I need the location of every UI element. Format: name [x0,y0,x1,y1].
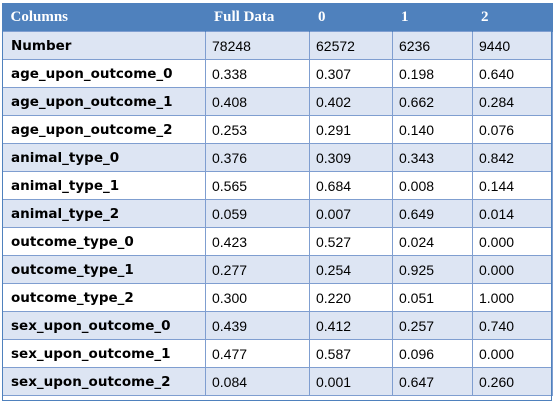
table-row: sex_upon_outcome_2 0.084 0.001 0.647 0.260 [2,367,553,396]
table-body: Number 78248 62572 6236 9440 age_upon_outcome… [2,31,553,396]
table-row: animal_type_0 0.376 0.309 0.343 0.842 [2,143,553,172]
value-cell-cluster-1: 0.257 [392,311,473,340]
table-header: Columns Full Data 0 1 2 [2,3,553,32]
value-cell-cluster-2: 0.740 [472,311,553,340]
value-cell-cluster-0: 0.291 [309,115,393,144]
value-cell-cluster-2: 0.260 [472,367,553,396]
table-row: sex_upon_outcome_0 0.439 0.412 0.257 0.740 [2,311,553,340]
value-cell-cluster-2: 0.014 [472,199,553,228]
value-cell-full-data: 0.253 [205,115,310,144]
value-cell-full-data: 0.477 [205,339,310,368]
value-cell-cluster-1: 0.649 [392,199,473,228]
value-cell-full-data: 0.565 [205,171,310,200]
value-cell-cluster-1: 0.008 [392,171,473,200]
table-row: age_upon_outcome_0 0.338 0.307 0.198 0.640 [2,59,553,88]
value-cell-full-data: 0.277 [205,255,310,284]
table-row: sex_upon_outcome_1 0.477 0.587 0.096 0.000 [2,339,553,368]
value-cell-cluster-1: 0.925 [392,255,473,284]
value-cell-cluster-1: 0.096 [392,339,473,368]
value-cell-cluster-2: 9440 [472,31,553,60]
data-table-container: Columns Full Data 0 1 2 Number 78248 62572… [2,3,553,396]
value-cell-full-data: 0.439 [205,311,310,340]
column-header-cluster-1: 1 [392,3,473,32]
value-cell-full-data: 0.338 [205,59,310,88]
row-label-cell: sex_upon_outcome_2 [2,367,206,396]
value-cell-cluster-1: 0.647 [392,367,473,396]
value-cell-full-data: 0.376 [205,143,310,172]
table-row: animal_type_1 0.565 0.684 0.008 0.144 [2,171,553,200]
value-cell-cluster-1: 0.198 [392,59,473,88]
value-cell-cluster-0: 0.527 [309,227,393,256]
value-cell-cluster-0: 0.309 [309,143,393,172]
value-cell-cluster-0: 0.254 [309,255,393,284]
value-cell-cluster-1: 0.024 [392,227,473,256]
row-label-cell: age_upon_outcome_2 [2,115,206,144]
value-cell-full-data: 0.423 [205,227,310,256]
value-cell-cluster-0: 0.307 [309,59,393,88]
value-cell-cluster-2: 0.144 [472,171,553,200]
value-cell-cluster-1: 0.051 [392,283,473,312]
table-row: animal_type_2 0.059 0.007 0.649 0.014 [2,199,553,228]
value-cell-cluster-2: 0.842 [472,143,553,172]
value-cell-cluster-1: 0.662 [392,87,473,116]
row-label-cell: sex_upon_outcome_1 [2,339,206,368]
table-row: age_upon_outcome_2 0.253 0.291 0.140 0.076 [2,115,553,144]
value-cell-cluster-2: 0.076 [472,115,553,144]
value-cell-cluster-2: 0.000 [472,227,553,256]
table-row: outcome_type_1 0.277 0.254 0.925 0.000 [2,255,553,284]
value-cell-full-data: 0.408 [205,87,310,116]
data-table: Columns Full Data 0 1 2 Number 78248 62572… [2,3,553,396]
value-cell-cluster-1: 6236 [392,31,473,60]
value-cell-cluster-0: 0.684 [309,171,393,200]
value-cell-cluster-0: 0.402 [309,87,393,116]
column-header-full-data: Full Data [205,3,310,32]
table-row: Number 78248 62572 6236 9440 [2,31,553,60]
value-cell-cluster-2: 0.000 [472,339,553,368]
value-cell-cluster-2: 1.000 [472,283,553,312]
value-cell-cluster-2: 0.640 [472,59,553,88]
value-cell-full-data: 0.084 [205,367,310,396]
row-label-cell: animal_type_1 [2,171,206,200]
column-header-cluster-0: 0 [309,3,393,32]
value-cell-full-data: 0.059 [205,199,310,228]
row-label-cell: Number [2,31,206,60]
value-cell-cluster-0: 0.220 [309,283,393,312]
row-label-cell: sex_upon_outcome_0 [2,311,206,340]
value-cell-cluster-1: 0.343 [392,143,473,172]
table-row: outcome_type_0 0.423 0.527 0.024 0.000 [2,227,553,256]
row-label-cell: outcome_type_1 [2,255,206,284]
column-header-columns: Columns [2,3,206,32]
value-cell-cluster-0: 0.007 [309,199,393,228]
row-label-cell: outcome_type_0 [2,227,206,256]
value-cell-full-data: 78248 [205,31,310,60]
value-cell-cluster-0: 0.001 [309,367,393,396]
header-row: Columns Full Data 0 1 2 [2,3,553,32]
row-label-cell: animal_type_2 [2,199,206,228]
value-cell-full-data: 0.300 [205,283,310,312]
value-cell-cluster-2: 0.000 [472,255,553,284]
value-cell-cluster-0: 0.412 [309,311,393,340]
value-cell-cluster-2: 0.284 [472,87,553,116]
row-label-cell: animal_type_0 [2,143,206,172]
row-label-cell: age_upon_outcome_0 [2,59,206,88]
table-row: age_upon_outcome_1 0.408 0.402 0.662 0.284 [2,87,553,116]
table-row: outcome_type_2 0.300 0.220 0.051 1.000 [2,283,553,312]
row-label-cell: age_upon_outcome_1 [2,87,206,116]
value-cell-cluster-1: 0.140 [392,115,473,144]
column-header-cluster-2: 2 [472,3,553,32]
value-cell-cluster-0: 0.587 [309,339,393,368]
row-label-cell: outcome_type_2 [2,283,206,312]
value-cell-cluster-0: 62572 [309,31,393,60]
